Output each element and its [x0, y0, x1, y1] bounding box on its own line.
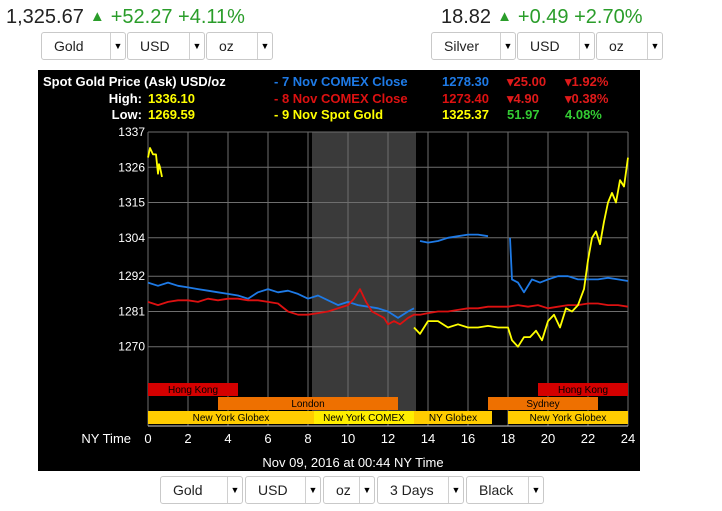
- dropdown-arrow-icon: ▼: [528, 477, 543, 503]
- legend-spot-pct: 4.08%: [565, 107, 602, 122]
- x-axis-title: NY Time: [81, 431, 131, 446]
- session-label: New York COMEX: [323, 413, 405, 424]
- session-bar: [538, 383, 628, 396]
- legend-comex7-price: 1278.30: [442, 74, 489, 89]
- session-label: NY Globex: [429, 413, 477, 424]
- gold-ticker: 1,325.67 ▲ +52.27 +4.11%: [6, 6, 245, 29]
- silver-pct: +2.70%: [574, 6, 643, 28]
- silver-unit-select[interactable]: oz ▼: [596, 32, 663, 60]
- dropdown-arrow-icon: ▼: [448, 477, 463, 503]
- y-tick-label: 1281: [118, 304, 145, 318]
- series-line: [147, 281, 415, 319]
- series-line: [147, 147, 163, 178]
- session-label: New York Globex: [193, 413, 270, 424]
- session-bar: [508, 411, 628, 424]
- legend-comex8-price: 1273.40: [442, 91, 489, 106]
- dropdown-arrow-icon: ▼: [305, 477, 320, 503]
- legend-comex8-label: - 8 Nov COMEX Close: [274, 91, 408, 106]
- session-bar: [414, 411, 492, 424]
- chart-canvas: Hong Kong Hong Kong London Sydney New York G…: [43, 74, 635, 470]
- x-tick-label: 24: [621, 431, 635, 446]
- bottom-metal-select[interactable]: Gold ▼: [160, 476, 243, 504]
- silver-currency-select[interactable]: USD ▼: [517, 32, 595, 60]
- legend-spot-label: - 9 Nov Spot Gold: [274, 107, 383, 122]
- dropdown-arrow-icon: ▼: [257, 33, 272, 59]
- up-arrow-icon: ▲: [89, 8, 105, 25]
- session-label: London: [291, 399, 324, 410]
- low-label: Low:: [112, 107, 142, 122]
- dropdown-arrow-icon: ▼: [647, 33, 662, 59]
- series-line: [413, 157, 629, 348]
- session-bar: [148, 383, 238, 396]
- x-tick-label: 16: [461, 431, 475, 446]
- session-bar: [218, 397, 398, 410]
- chart-title: Spot Gold Price (Ask) USD/oz: [43, 74, 226, 89]
- x-tick-label: 8: [304, 431, 311, 446]
- x-tick-label: 18: [501, 431, 515, 446]
- y-tick-label: 1326: [118, 160, 145, 174]
- x-tick-label: 14: [421, 431, 435, 446]
- low-value: 1269.59: [148, 107, 195, 122]
- bottom-unit-select[interactable]: oz ▼: [323, 476, 375, 504]
- silver-metal-select[interactable]: Silver ▼: [431, 32, 516, 60]
- legend-comex7-change: ▾25.00: [506, 74, 546, 89]
- currency-select[interactable]: USD ▼: [127, 32, 205, 60]
- dropdown-arrow-icon: ▼: [579, 33, 594, 59]
- silver-price: 18.82: [441, 6, 492, 28]
- high-label: High:: [109, 91, 142, 106]
- session-label: Sydney: [526, 399, 559, 410]
- y-tick-label: 1337: [118, 125, 145, 139]
- x-tick-label: 20: [541, 431, 555, 446]
- dropdown-arrow-icon: ▼: [189, 33, 204, 59]
- up-arrow-icon: ▲: [497, 8, 512, 25]
- dropdown-arrow-icon: ▼: [500, 33, 515, 59]
- legend-comex7-label: - 7 Nov COMEX Close: [274, 74, 408, 89]
- unit-select[interactable]: oz ▼: [206, 32, 273, 60]
- x-tick-label: 2: [184, 431, 191, 446]
- chart-timestamp: Nov 09, 2016 at 00:44 NY Time: [262, 455, 443, 470]
- dropdown-arrow-icon: ▼: [110, 33, 125, 59]
- gold-price: 1,325.67: [6, 6, 84, 28]
- legend-comex7-pct: ▾1.92%: [564, 74, 609, 89]
- series-line: [419, 233, 489, 244]
- dropdown-arrow-icon: ▼: [227, 477, 242, 503]
- gold-change: +52.27: [110, 6, 173, 28]
- series-line: [147, 288, 629, 326]
- legend-spot-price: 1325.37: [442, 107, 489, 122]
- y-tick-label: 1292: [118, 269, 145, 283]
- high-value: 1336.10: [148, 91, 195, 106]
- metal-select[interactable]: Gold ▼: [41, 32, 126, 60]
- theme-select[interactable]: Black ▼: [466, 476, 544, 504]
- gold-price-chart: Hong Kong Hong Kong London Sydney New York G…: [38, 70, 640, 471]
- silver-change: +0.49: [517, 6, 569, 28]
- legend-spot-change: 51.97: [507, 107, 540, 122]
- y-tick-label: 1315: [118, 196, 145, 210]
- dropdown-arrow-icon: ▼: [359, 477, 374, 503]
- bottom-currency-select[interactable]: USD ▼: [245, 476, 321, 504]
- y-tick-label: 1304: [118, 231, 145, 245]
- x-tick-label: 22: [581, 431, 595, 446]
- y-tick-label: 1270: [118, 340, 145, 354]
- x-tick-label: 4: [224, 431, 231, 446]
- timeframe-select[interactable]: 3 Days ▼: [377, 476, 464, 504]
- x-tick-label: 0: [144, 431, 151, 446]
- session-label: Hong Kong: [558, 385, 608, 396]
- session-label: New York Globex: [530, 413, 607, 424]
- session-bar: [314, 411, 414, 424]
- legend-comex8-pct: ▾0.38%: [564, 91, 609, 106]
- session-label: Hong Kong: [168, 385, 218, 396]
- session-bar: [488, 397, 598, 410]
- comex-shaded-band: [312, 132, 416, 424]
- x-tick-label: 10: [341, 431, 355, 446]
- x-tick-label: 12: [381, 431, 395, 446]
- silver-ticker: 18.82 ▲ +0.49 +2.70%: [441, 6, 642, 29]
- gold-pct: +4.11%: [178, 6, 245, 28]
- legend-comex8-change: ▾4.90: [506, 91, 539, 106]
- x-tick-label: 6: [264, 431, 271, 446]
- session-bar: [148, 411, 314, 424]
- series-line: [509, 237, 629, 294]
